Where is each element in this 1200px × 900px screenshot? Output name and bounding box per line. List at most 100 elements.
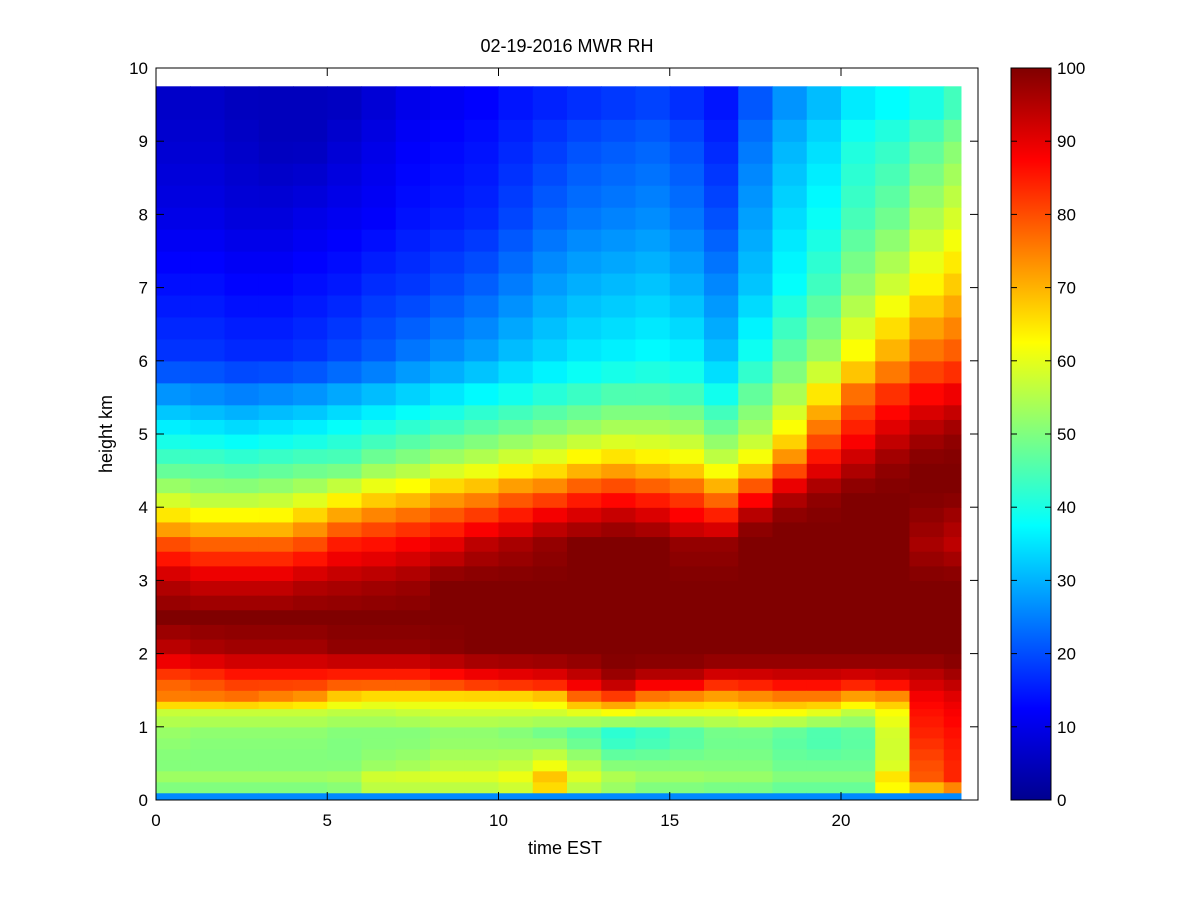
heatmap-cell [224,551,260,567]
heatmap-cell [395,404,431,420]
heatmap-cell [635,781,671,794]
heatmap-cell [258,141,294,164]
heatmap-cell [704,536,739,552]
heatmap-cell [327,251,363,274]
heatmap-cell [772,338,808,362]
heatmap-cell [601,792,637,800]
heatmap-cell [190,726,226,739]
heatmap-cell [875,507,911,523]
heatmap-cell [841,338,876,362]
heatmap-cell [943,86,962,120]
heatmap-cell [156,448,191,464]
heatmap-cell [943,316,962,340]
heatmap-cell [943,770,962,783]
heatmap-cell [806,463,842,479]
heatmap-cell [806,316,842,340]
heatmap-cell [361,294,397,318]
heatmap-cell [772,119,808,142]
heatmap-cell [875,565,911,581]
heatmap-cell [224,360,260,384]
heatmap-cell [909,708,945,717]
heatmap-cell [395,595,431,611]
heatmap-cell [669,781,705,794]
heatmap-cell [567,477,602,494]
heatmap-cell [293,207,328,230]
heatmap-cell [909,638,945,655]
heatmap-cell [361,726,397,739]
heatmap-cell [532,726,568,739]
heatmap-cell [361,163,397,186]
heatmap-cell [532,781,568,794]
heatmap-cell [258,536,294,552]
heatmap-cell [498,781,534,794]
heatmap-cell [943,781,962,794]
y-tick-label: 2 [139,645,148,664]
heatmap-cell [875,477,911,494]
heatmap-cell [909,382,945,406]
heatmap-cell [567,316,602,340]
heatmap-cell [190,86,226,120]
heatmap-cell [464,492,500,508]
heatmap-cell [704,434,739,450]
heatmap-cell [909,595,945,611]
heatmap-cell [738,792,774,800]
heatmap-cell [532,86,568,120]
heatmap-cell [190,382,226,406]
y-tick-label: 3 [139,571,148,590]
heatmap-cell [395,715,431,728]
y-tick-label: 4 [139,498,148,517]
heatmap-cell [361,653,397,669]
heatmap-cell [293,565,328,581]
heatmap-cell [327,595,363,611]
x-tick-label: 15 [660,811,679,830]
heatmap-cell [943,536,962,552]
x-tick-label: 0 [151,811,160,830]
heatmap-cell [498,86,534,120]
heatmap-cell [258,701,294,710]
heatmap-cell [498,507,534,523]
heatmap-cell [567,434,602,450]
heatmap-cell [430,316,465,340]
heatmap-cell [190,536,226,552]
heatmap-cell [532,294,568,318]
heatmap-cell [464,708,500,717]
heatmap-cell [498,251,534,274]
heatmap-cell [327,781,363,794]
heatmap-cell [156,748,191,761]
heatmap-cell [704,580,739,596]
heatmap-cell [532,404,568,420]
heatmap-cell [704,701,739,710]
heatmap-cell [498,690,534,702]
heatmap-cell [567,119,602,142]
heatmap-cell [909,726,945,739]
heatmap-cell [327,715,363,728]
heatmap-cell [464,294,500,318]
heatmap-cell [909,770,945,783]
heatmap-cell [361,463,397,479]
heatmap-cell [395,770,431,783]
heatmap-cell [532,163,568,186]
heatmap-cell [567,382,602,406]
heatmap-cell [635,668,671,680]
heatmap-cell [601,141,637,164]
heatmap-cell [258,609,294,625]
heatmap-cell [361,792,397,800]
heatmap-cell [772,536,808,552]
heatmap-cell [361,207,397,230]
heatmap-cell [156,207,191,230]
heatmap-cell [738,609,774,625]
heatmap-cell [738,434,774,450]
heatmap-cell [601,679,637,691]
heatmap-cell [190,294,226,318]
heatmap-cell [498,715,534,728]
heatmap-cell [738,448,774,464]
heatmap-cell [430,792,465,800]
heatmap-cell [704,715,739,728]
heatmap-cell [806,653,842,669]
heatmap-cell [258,477,294,494]
heatmap-cell [327,477,363,494]
heatmap-cell [361,679,397,691]
heatmap-cell [224,653,260,669]
heatmap-cell [738,715,774,728]
heatmap-cell [738,492,774,508]
